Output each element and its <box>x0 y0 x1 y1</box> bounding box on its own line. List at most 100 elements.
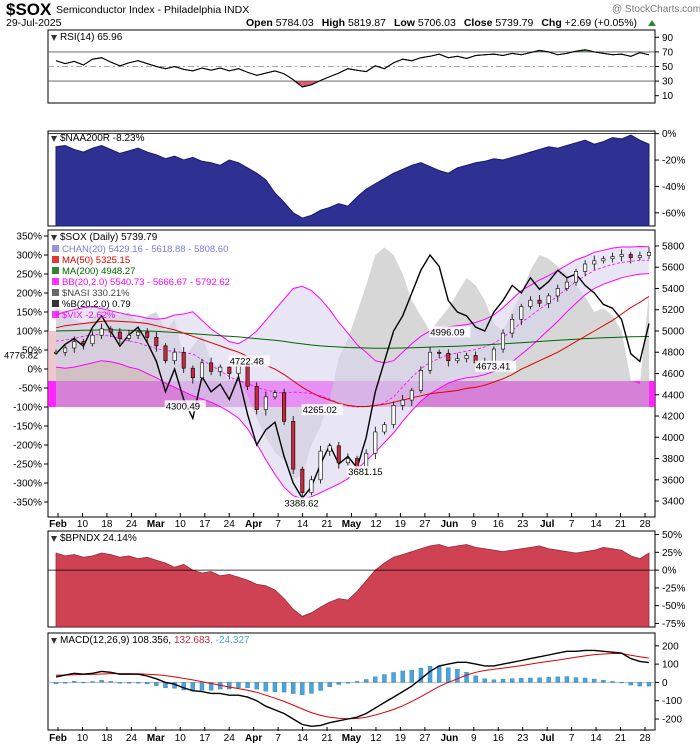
x-axis-bottom-label-0: Feb <box>49 733 67 744</box>
candle-body <box>272 392 277 398</box>
macd-histogram-bar <box>555 676 560 683</box>
macd-histogram-bar <box>482 678 487 683</box>
macd-histogram-bar <box>418 667 424 683</box>
candle-body <box>227 366 232 374</box>
macd-histogram-bar <box>117 682 123 684</box>
rsi-tick-label-2: 50 <box>662 62 674 73</box>
candle-body <box>646 252 651 256</box>
rsi-tick-label-0: 90 <box>662 33 674 44</box>
macd-histogram-bar <box>409 669 414 683</box>
x-axis-top-label-24: 28 <box>639 519 651 530</box>
macd-histogram-bar <box>181 682 186 691</box>
index-exchange: INDX <box>224 4 249 16</box>
macd-histogram-bar <box>446 667 451 683</box>
x-axis-bottom-label-9: 7 <box>275 733 281 744</box>
candle-body <box>564 281 569 289</box>
x-axis-top-label-3: 24 <box>126 519 138 530</box>
candle-body <box>528 299 533 307</box>
x-axis-top-label-16: Jun <box>440 519 458 530</box>
candle-body <box>546 295 551 304</box>
candle-body <box>555 288 560 297</box>
candle-body <box>391 405 396 425</box>
candle-body <box>382 424 387 433</box>
quote-line: Open 5784.03 High 5819.87 Low 5706.03 Close… <box>246 17 637 29</box>
candle-body <box>464 355 469 359</box>
x-axis-bottom-label-6: 17 <box>199 733 211 744</box>
pct-tick-label-13: -300% <box>13 479 42 490</box>
macd-histogram-bar <box>391 672 396 683</box>
pct-tick-label-6: 50% <box>22 346 42 357</box>
candle-body <box>291 421 296 470</box>
macd-histogram-bar <box>582 677 588 683</box>
price-label: $SOX (Daily) 5739.79 <box>60 232 158 243</box>
pct-tick-label-1: 300% <box>16 251 42 262</box>
pct-tick-label-0: 350% <box>16 232 42 243</box>
price-tick-label-6: 4600 <box>662 369 685 380</box>
macd-histogram-bar <box>272 682 278 692</box>
macd-histogram-bar <box>354 681 360 683</box>
candle-body <box>501 332 506 350</box>
pct-tick-label-3: 200% <box>16 289 42 300</box>
legend-swatch-3 <box>52 278 59 285</box>
pct-tick-label-9: -100% <box>13 403 42 414</box>
legend-item-6: $VIX -2.62% <box>62 310 116 321</box>
candle-body <box>327 445 332 452</box>
price-tick-label-4: 5000 <box>662 326 685 337</box>
macd-histogram-bar <box>300 682 305 696</box>
x-axis-top-label-4: Mar <box>147 519 165 530</box>
ma50-line <box>55 295 650 407</box>
close-label: Close <box>464 17 493 29</box>
price-annotation-1: 4722.48 <box>230 356 264 367</box>
price-tick-label-1: 5600 <box>662 263 685 274</box>
macd-histogram-bar <box>519 678 524 683</box>
macd-histogram-bar <box>628 682 633 686</box>
x-axis-top-label-0: Feb <box>49 519 67 530</box>
candle-body <box>90 334 95 345</box>
price-panel: 4776.82 4722.48 4300.49 4265.02 4996.09 4673.… <box>3 229 685 518</box>
x-axis-bottom-label-5: 10 <box>175 733 187 744</box>
naa200r-panel: 0% -20% -40% -60% $NAA200R -8.23% <box>47 129 685 227</box>
macd-histogram-bar <box>336 682 342 685</box>
rsi-line-main <box>55 49 650 88</box>
x-axis-top-label-20: Jul <box>540 519 555 530</box>
x-axis-top-label-5: 10 <box>175 519 187 530</box>
price-annotation-6: 3681.15 <box>348 467 382 478</box>
x-axis-bottom-label-13: 12 <box>370 733 382 744</box>
rsi-oversold-fill <box>302 81 312 87</box>
chart-header: $SOX Semiconductor Index - Philadelphia … <box>6 0 700 29</box>
price-annotation-0: 4776.82 <box>4 351 38 362</box>
x-axis-bottom-label-11: 21 <box>321 733 333 744</box>
symbol-title: $SOX <box>6 0 52 19</box>
annotation-bg-7 <box>283 497 325 509</box>
macd-histogram-bar <box>135 682 141 684</box>
legend-item-3: BB(20,2.0) 5540.73 - 5666.67 - 5792.62 <box>62 277 230 288</box>
candle-body <box>336 445 341 464</box>
low-value: 5706.03 <box>418 17 456 29</box>
bpndx-panel: 50% 25% 0% -25% -50% -75% $BPNDX 24.14% <box>47 530 685 630</box>
macd-histogram-bar <box>126 682 132 684</box>
bb-upper-line <box>55 245 650 364</box>
macd-histogram-bar <box>309 682 314 694</box>
low-label: Low <box>394 17 416 29</box>
macd-histogram-bar <box>90 681 95 683</box>
macd-histogram-bar <box>464 671 469 683</box>
macd-histogram-bar <box>99 680 104 683</box>
candle-body <box>418 370 423 391</box>
candle-body <box>455 358 460 362</box>
annotation-bg-2 <box>164 400 206 412</box>
x-axis-bottom-label-1: 10 <box>77 733 89 744</box>
candle-body <box>136 331 141 336</box>
x-axis-top-label-11: 21 <box>321 519 333 530</box>
candle-body <box>63 347 68 353</box>
pct-tick-label-4: 150% <box>16 308 42 319</box>
bpndx-label: $BPNDX 24.14% <box>60 533 137 544</box>
macd-histogram-bar <box>108 681 113 683</box>
legend-item-0: CHAN(20) 5429.16 - 5618.88 - 5808.60 <box>62 244 228 255</box>
candle-body <box>209 362 214 372</box>
index-name: Semiconductor Index - Philadelphia INDX <box>56 4 249 16</box>
legend-item-1: MA(50) 5325.15 <box>62 255 130 266</box>
price-tick-label-2: 5400 <box>662 284 685 295</box>
x-axis-top-label-2: 18 <box>101 519 113 530</box>
candle-body <box>437 351 442 354</box>
macd-line <box>55 649 650 728</box>
